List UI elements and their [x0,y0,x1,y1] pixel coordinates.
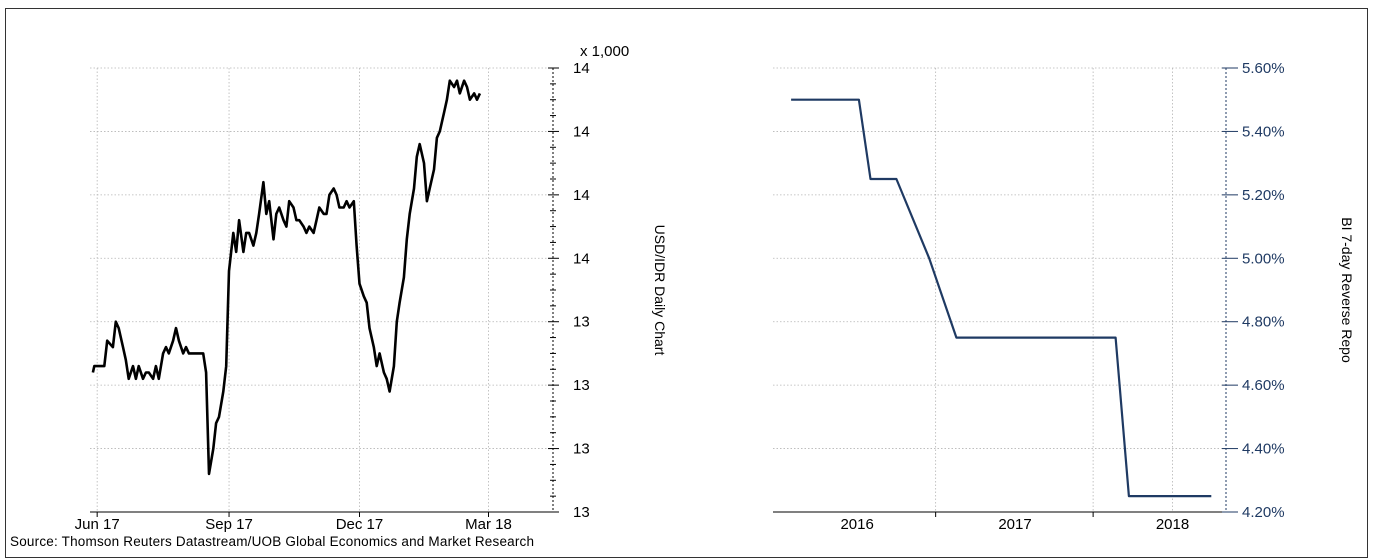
usd-idr-series-line [91,79,482,476]
usd-idr-x-tick-label: Jun 17 [75,516,120,533]
usd-idr-y-tick-label: 14 [573,250,590,267]
repo-x-tick-label: 2017 [998,516,1031,533]
repo-x-tick-label: 2018 [1156,516,1189,533]
source-note: Source: Thomson Reuters Datastream/UOB G… [10,534,535,549]
repo-y-tick-label: 5.20% [1242,187,1285,204]
repo-y-tick-label: 4.80% [1242,314,1285,331]
repo-y-tick-label: 5.60% [1242,60,1285,77]
usd-idr-x-tick-label: Sep 17 [205,516,253,533]
repo-y-tick-label: 4.20% [1242,504,1285,521]
repo-x-tick-label: 2016 [840,516,873,533]
usd-idr-y-label: USD/IDR Daily Chart [652,225,668,356]
usd-idr-y-tick-label: 13 [573,441,590,458]
usd-idr-x-tick-label: Dec 17 [336,516,384,533]
repo-series-line [791,98,1212,498]
repo-y-tick-label: 5.40% [1242,123,1285,140]
usd-idr-y-tick-label: 13 [573,377,590,394]
usd-idr-y-tick-label: 14 [573,60,590,77]
usd-idr-multiplier: x 1,000 [580,43,629,60]
repo-y-tick-label: 4.60% [1242,377,1285,394]
usd-idr-y-tick-label: 13 [573,504,590,521]
repo-y-tick-label: 5.00% [1242,250,1285,267]
usd-idr-y-tick-label: 14 [573,187,590,204]
usd-idr-y-tick-label: 13 [573,314,590,331]
repo-y-label: BI 7-day Reverse Repo [1339,217,1355,363]
usd-idr-y-tick-label: 14 [573,123,590,140]
usd-idr-x-tick-label: Mar 18 [465,516,512,533]
repo-y-tick-label: 4.40% [1242,441,1285,458]
